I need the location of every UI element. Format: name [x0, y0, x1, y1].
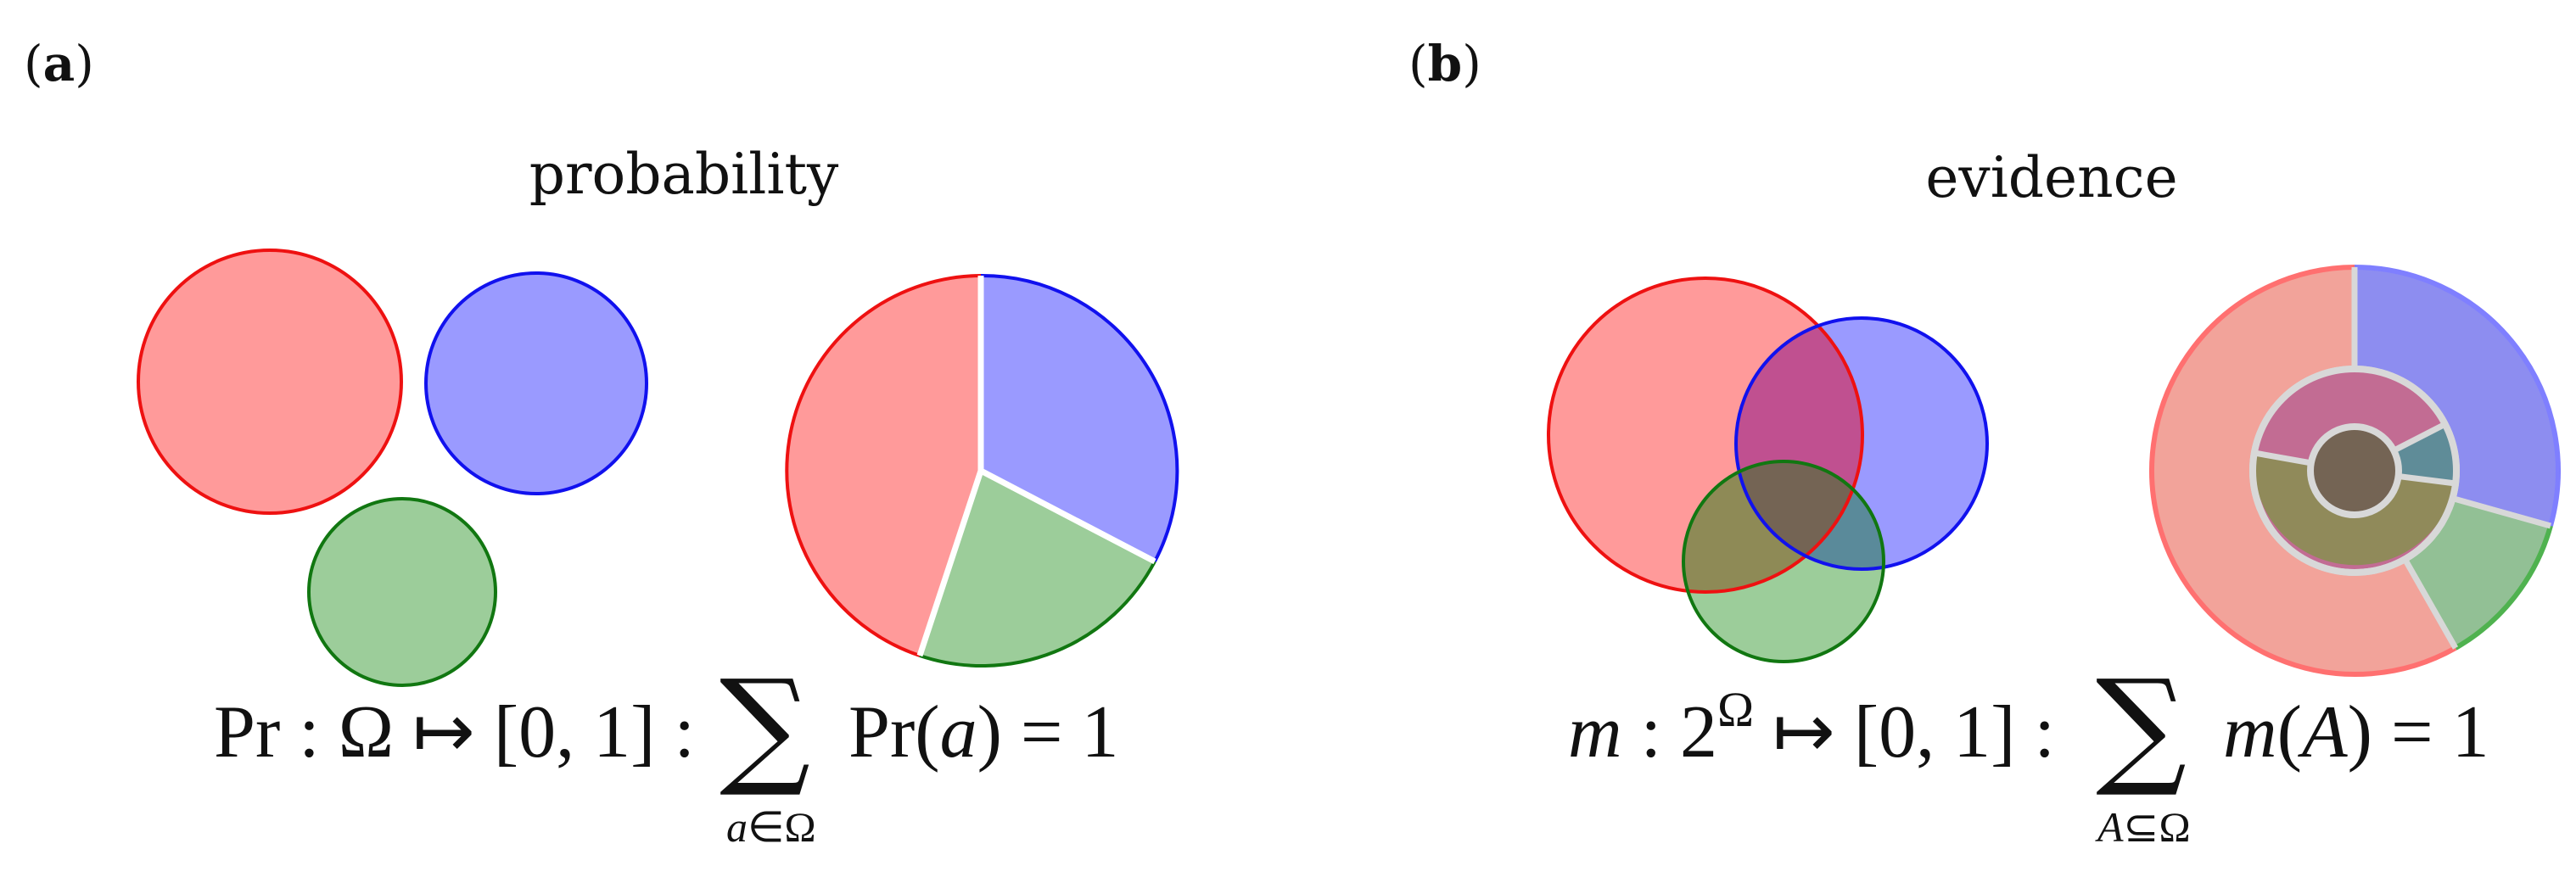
panel-b-label: (b)	[1408, 35, 1481, 92]
donut-outer-green-arc	[2454, 525, 2553, 651]
outcome-red-circle	[137, 249, 403, 515]
panel-b-title: evidence	[1925, 145, 2177, 210]
donut-inner-core	[2307, 423, 2402, 518]
formula-lhs: m : 2Ω ↦ [0, 1] :	[1568, 682, 2055, 774]
pie-slice-blue	[981, 275, 1178, 561]
formula-sum-body: m(A) = 1	[2223, 691, 2489, 774]
sum-subscript: a∈Ω	[726, 803, 816, 851]
probability-formula: Pr : Ω ↦ [0, 1] : ∑ Pr(a) = 1 a∈Ω	[214, 653, 1119, 851]
donut-middle-red-blue	[2254, 368, 2445, 471]
sum-subscript: A⊆Ω	[2095, 803, 2191, 851]
donut-outer-blue-arc	[2354, 265, 2561, 527]
donut-outer-red-arc	[2149, 265, 2457, 677]
outcome-green-circle	[307, 497, 497, 687]
formula-lhs: Pr : Ω ↦ [0, 1] :	[214, 691, 695, 774]
pie-slice-green	[920, 471, 1155, 667]
pie-arc-red	[785, 274, 982, 657]
venn-blue-outline	[1734, 316, 1989, 571]
sum-symbol: ∑	[720, 653, 810, 801]
sum-symbol: ∑	[2096, 653, 2187, 801]
evidence-formula: m : 2Ω ↦ [0, 1] : ∑ m(A) = 1 A⊆Ω	[1568, 653, 2489, 851]
probability-pie	[785, 273, 1179, 668]
panel-a-label: (a)	[24, 35, 94, 92]
pie-arc-blue	[980, 273, 1179, 562]
panel-a: (a) probability Pr : Ω ↦ [0, 1] : ∑ Pr(a…	[24, 35, 1179, 851]
venn-green-outline	[1682, 460, 1885, 663]
evidence-donut	[2149, 265, 2561, 677]
pie-divider	[979, 467, 1156, 565]
pie-arc-green	[919, 561, 1156, 668]
donut-middle-outline	[2249, 366, 2460, 576]
panel-b: (b) evidence	[1408, 35, 2561, 851]
formula-sum-body: Pr(a) = 1	[848, 691, 1119, 774]
panel-a-title: probability	[529, 142, 839, 207]
venn-diagram	[1547, 277, 1989, 663]
venn-red-outline	[1547, 277, 1864, 594]
pie-divider	[916, 469, 984, 657]
pie-slice-red	[787, 276, 981, 656]
outcome-blue-circle	[424, 271, 648, 495]
